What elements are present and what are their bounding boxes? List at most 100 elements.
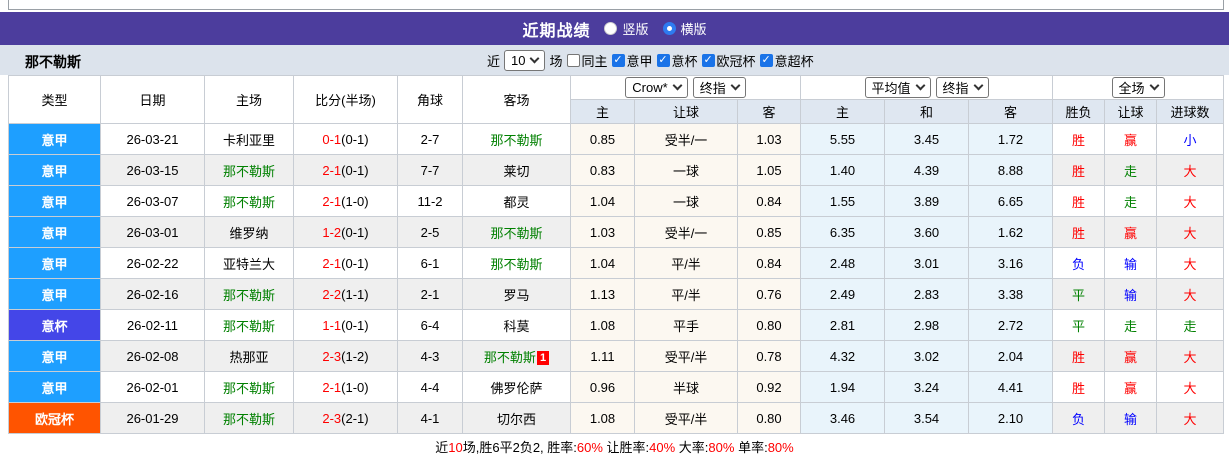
asian-home-odds: 1.04 bbox=[570, 185, 635, 217]
euro-odds-stage-select[interactable]: 终指 bbox=[935, 77, 989, 98]
result-goals: 大 bbox=[1156, 185, 1225, 217]
away-team-cell[interactable]: 那不勒斯 bbox=[462, 216, 571, 248]
date-cell: 26-01-29 bbox=[100, 402, 205, 434]
away-team-name[interactable]: 那不勒斯 bbox=[490, 225, 543, 241]
corner-cell: 7-7 bbox=[397, 154, 463, 186]
away-team-cell[interactable]: 莱切 bbox=[462, 154, 571, 186]
radio-icon[interactable] bbox=[662, 22, 676, 35]
away-team-name[interactable]: 那不勒斯 bbox=[483, 349, 536, 365]
bookmaker-select[interactable]: Crow* bbox=[625, 77, 688, 98]
away-team-name[interactable]: 莱切 bbox=[503, 163, 530, 179]
away-team-cell[interactable]: 那不勒斯 bbox=[462, 123, 571, 155]
checkbox-icon[interactable]: ✓ bbox=[611, 53, 625, 67]
away-team-cell[interactable]: 罗马 bbox=[462, 278, 571, 310]
result-wdl: 胜 bbox=[1052, 371, 1106, 403]
home-team-name[interactable]: 热那亚 bbox=[229, 349, 269, 365]
away-team-name[interactable]: 佛罗伦萨 bbox=[490, 380, 543, 396]
col-header-euro-away: 客 bbox=[968, 99, 1054, 124]
league-filter-ucl[interactable]: ✓ 欧冠杯 bbox=[701, 51, 756, 70]
home-team-name[interactable]: 那不勒斯 bbox=[222, 194, 275, 210]
fulltime-score: 2-1 bbox=[322, 162, 342, 178]
home-team-cell[interactable]: 那不勒斯 bbox=[204, 278, 294, 310]
recent-count-select[interactable]: 10 bbox=[504, 49, 546, 71]
radio-icon[interactable] bbox=[604, 22, 618, 35]
league-badge: 意甲 bbox=[8, 371, 101, 403]
asian-away-odds: 0.80 bbox=[736, 309, 802, 341]
home-team-cell[interactable]: 维罗纳 bbox=[204, 216, 294, 248]
home-team-cell[interactable]: 那不勒斯 bbox=[204, 154, 294, 186]
chevron-down-icon bbox=[672, 80, 683, 91]
away-team-cell[interactable]: 那不勒斯 bbox=[462, 247, 571, 279]
corner-cell: 2-5 bbox=[397, 216, 463, 248]
checkbox-icon[interactable]: ✓ bbox=[759, 53, 773, 67]
away-team-cell[interactable]: 佛罗伦萨 bbox=[462, 371, 571, 403]
home-team-name[interactable]: 卡利亚里 bbox=[222, 132, 275, 148]
home-team-cell[interactable]: 那不勒斯 bbox=[204, 309, 294, 341]
score-cell: 2-1(1-0) bbox=[293, 185, 398, 217]
halftime-score: (1-2) bbox=[341, 348, 369, 364]
home-team-cell[interactable]: 亚特兰大 bbox=[204, 247, 294, 279]
score-cell: 0-1(0-1) bbox=[293, 123, 398, 155]
date-cell: 26-03-07 bbox=[100, 185, 205, 217]
home-team-name[interactable]: 那不勒斯 bbox=[222, 318, 275, 334]
away-team-name[interactable]: 切尔西 bbox=[496, 411, 536, 427]
home-team-cell[interactable]: 卡利亚里 bbox=[204, 123, 294, 155]
euro-draw-odds: 4.39 bbox=[884, 154, 970, 186]
result-handicap: 赢 bbox=[1104, 216, 1158, 248]
fulltime-score: 2-3 bbox=[322, 410, 342, 426]
league-filter-cup[interactable]: ✓ 意杯 bbox=[656, 51, 698, 70]
result-scope-select[interactable]: 全场 bbox=[1111, 77, 1165, 98]
home-team-cell[interactable]: 那不勒斯 bbox=[204, 185, 294, 217]
euro-home-odds: 2.49 bbox=[800, 278, 886, 310]
euro-odds-source-select[interactable]: 平均值 bbox=[864, 77, 931, 98]
home-team-cell[interactable]: 那不勒斯 bbox=[204, 402, 294, 434]
table-row: 意甲 26-03-21 卡利亚里 0-1(0-1) 2-7 那不勒斯 0.85 … bbox=[8, 123, 1225, 155]
euro-home-odds: 6.35 bbox=[800, 216, 886, 248]
asian-odds-stage-select[interactable]: 终指 bbox=[692, 77, 746, 98]
fulltime-score: 0-1 bbox=[322, 131, 342, 147]
results-body: 意甲 26-03-21 卡利亚里 0-1(0-1) 2-7 那不勒斯 0.85 … bbox=[8, 123, 1225, 434]
away-team-name[interactable]: 科莫 bbox=[503, 318, 530, 334]
table-row: 意甲 26-02-22 亚特兰大 2-1(0-1) 6-1 那不勒斯 1.04 … bbox=[8, 247, 1225, 279]
same-home-filter[interactable]: ✓ 同主 bbox=[566, 51, 608, 70]
date-cell: 26-02-01 bbox=[100, 371, 205, 403]
away-team-cell[interactable]: 科莫 bbox=[462, 309, 571, 341]
away-team-name[interactable]: 那不勒斯 bbox=[490, 132, 543, 148]
away-team-name[interactable]: 那不勒斯 bbox=[490, 256, 543, 272]
asian-home-odds: 1.08 bbox=[570, 309, 635, 341]
home-team-cell[interactable]: 热那亚 bbox=[204, 340, 294, 372]
checkbox-icon[interactable]: ✓ bbox=[566, 53, 580, 67]
asian-handicap-line: 受半/一 bbox=[634, 216, 738, 248]
league-filter-label: 意超杯 bbox=[774, 53, 814, 69]
league-badge: 意甲 bbox=[8, 185, 101, 217]
away-team-cell[interactable]: 切尔西 bbox=[462, 402, 571, 434]
asian-away-odds: 0.80 bbox=[736, 402, 802, 434]
result-handicap: 输 bbox=[1104, 402, 1158, 434]
away-team-cell[interactable]: 都灵 bbox=[462, 185, 571, 217]
home-team-name[interactable]: 亚特兰大 bbox=[222, 256, 275, 272]
result-goals: 小 bbox=[1156, 123, 1225, 155]
asian-handicap-line: 一球 bbox=[634, 154, 738, 186]
league-filter-seriea[interactable]: ✓ 意甲 bbox=[611, 51, 653, 70]
home-team-name[interactable]: 那不勒斯 bbox=[222, 380, 275, 396]
home-team-name[interactable]: 维罗纳 bbox=[229, 225, 269, 241]
asian-home-odds: 1.13 bbox=[570, 278, 635, 310]
home-team-name[interactable]: 那不勒斯 bbox=[222, 287, 275, 303]
view-option-horizontal[interactable]: 横版 bbox=[662, 19, 707, 38]
home-team-name[interactable]: 那不勒斯 bbox=[222, 411, 275, 427]
home-team-name[interactable]: 那不勒斯 bbox=[222, 163, 275, 179]
away-team-name[interactable]: 罗马 bbox=[503, 287, 530, 303]
away-team-cell[interactable]: 那不勒斯 1 bbox=[462, 340, 571, 372]
checkbox-icon[interactable]: ✓ bbox=[701, 53, 715, 67]
view-option-vertical[interactable]: 竖版 bbox=[604, 19, 649, 38]
col-header-score: 比分(半场) bbox=[293, 75, 398, 124]
result-scope-group: 全场 bbox=[1052, 75, 1225, 100]
away-team-name[interactable]: 都灵 bbox=[503, 194, 530, 210]
filter-bar: 那不勒斯 近 10 场 ✓ 同主 ✓ 意甲 ✓ 意杯 ✓ 欧冠杯 ✓ 意超杯 bbox=[0, 45, 1229, 75]
home-team-cell[interactable]: 那不勒斯 bbox=[204, 371, 294, 403]
fulltime-score: 2-1 bbox=[322, 379, 342, 395]
checkbox-icon[interactable]: ✓ bbox=[656, 53, 670, 67]
euro-away-odds: 8.88 bbox=[968, 154, 1054, 186]
euro-away-odds: 6.65 bbox=[968, 185, 1054, 217]
league-filter-supercup[interactable]: ✓ 意超杯 bbox=[759, 51, 814, 70]
